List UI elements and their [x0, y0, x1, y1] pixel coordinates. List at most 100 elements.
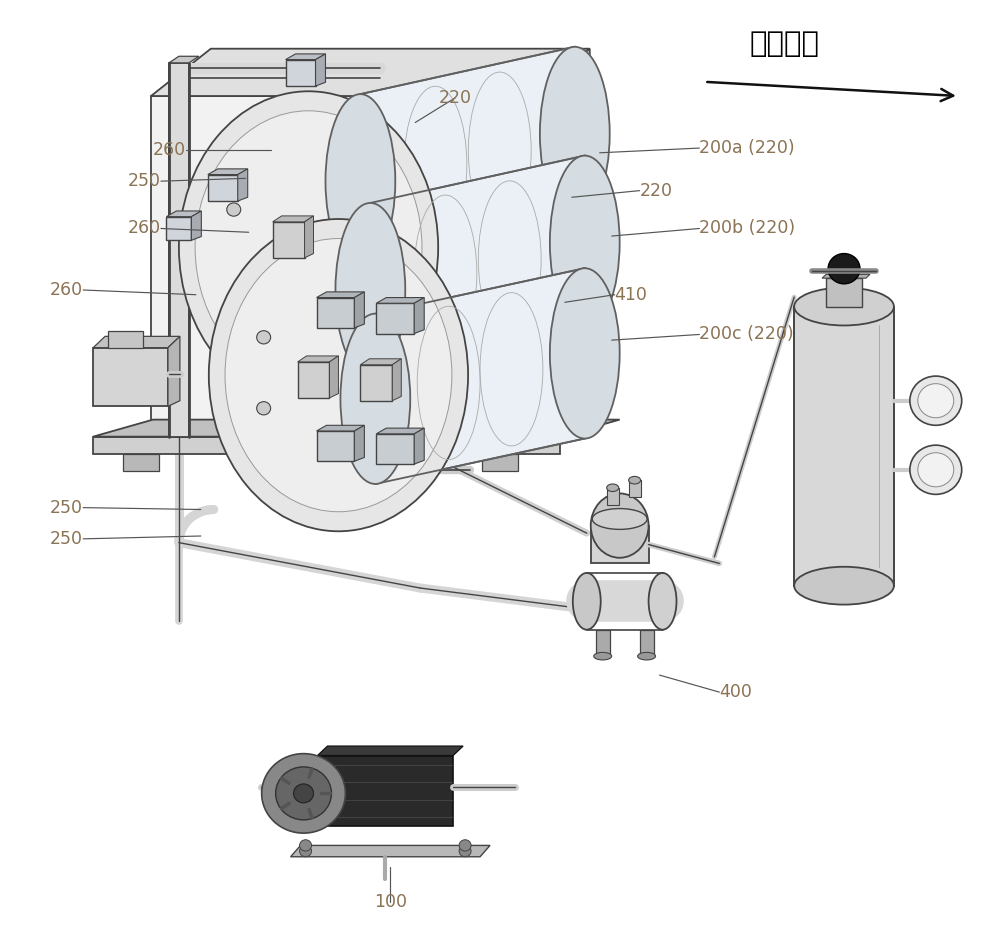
Polygon shape	[208, 175, 238, 201]
Ellipse shape	[794, 288, 894, 326]
Polygon shape	[108, 330, 143, 347]
Polygon shape	[238, 169, 248, 201]
Polygon shape	[530, 48, 590, 437]
Polygon shape	[318, 746, 463, 755]
Polygon shape	[168, 336, 180, 406]
Text: 250: 250	[128, 172, 161, 190]
Ellipse shape	[179, 91, 438, 403]
Polygon shape	[166, 211, 201, 216]
Ellipse shape	[325, 94, 395, 269]
Text: 400: 400	[719, 683, 752, 701]
Polygon shape	[93, 419, 620, 437]
Polygon shape	[208, 169, 248, 175]
Polygon shape	[93, 336, 180, 347]
Polygon shape	[298, 356, 338, 362]
Text: 250: 250	[50, 530, 83, 548]
Polygon shape	[169, 56, 199, 63]
Polygon shape	[317, 425, 364, 431]
Polygon shape	[151, 96, 530, 437]
Polygon shape	[360, 364, 392, 400]
Ellipse shape	[594, 652, 612, 660]
Text: 260: 260	[153, 141, 186, 158]
Polygon shape	[273, 222, 305, 258]
Polygon shape	[317, 298, 354, 327]
Polygon shape	[93, 347, 168, 406]
Circle shape	[459, 846, 471, 857]
Polygon shape	[414, 298, 424, 333]
Circle shape	[910, 376, 962, 425]
Polygon shape	[376, 298, 424, 304]
Text: 260: 260	[128, 219, 161, 237]
Polygon shape	[392, 359, 401, 400]
Polygon shape	[375, 269, 585, 484]
Circle shape	[828, 253, 860, 284]
Polygon shape	[317, 292, 364, 298]
Polygon shape	[317, 431, 354, 461]
Ellipse shape	[209, 219, 468, 531]
Bar	[607, 488, 619, 505]
Polygon shape	[826, 278, 862, 307]
Polygon shape	[482, 454, 518, 471]
Polygon shape	[376, 304, 414, 333]
Polygon shape	[360, 359, 401, 364]
Circle shape	[459, 840, 471, 851]
Circle shape	[227, 203, 241, 216]
Text: 220: 220	[640, 181, 673, 199]
Polygon shape	[151, 48, 590, 96]
Ellipse shape	[592, 509, 647, 530]
Text: 220: 220	[439, 89, 472, 107]
Circle shape	[262, 754, 345, 833]
Polygon shape	[286, 60, 316, 86]
Ellipse shape	[629, 476, 641, 484]
Ellipse shape	[550, 269, 620, 438]
Polygon shape	[822, 274, 870, 278]
Ellipse shape	[638, 652, 656, 660]
Polygon shape	[414, 428, 424, 464]
Circle shape	[294, 784, 314, 803]
Polygon shape	[318, 755, 453, 827]
Text: 200a (220): 200a (220)	[699, 140, 795, 157]
Polygon shape	[360, 47, 575, 269]
Polygon shape	[376, 428, 424, 434]
Ellipse shape	[225, 238, 452, 512]
Polygon shape	[640, 630, 654, 656]
Polygon shape	[123, 454, 159, 471]
Circle shape	[300, 846, 312, 857]
Polygon shape	[273, 215, 314, 222]
Ellipse shape	[591, 493, 649, 558]
Circle shape	[918, 453, 954, 487]
Polygon shape	[166, 216, 191, 240]
Polygon shape	[370, 156, 585, 377]
Polygon shape	[794, 307, 894, 586]
Circle shape	[257, 401, 271, 415]
Circle shape	[257, 330, 271, 344]
Text: 410: 410	[615, 286, 648, 304]
Ellipse shape	[540, 47, 610, 221]
Polygon shape	[376, 434, 414, 464]
Circle shape	[276, 767, 331, 820]
Polygon shape	[316, 54, 325, 86]
Polygon shape	[291, 846, 490, 857]
Ellipse shape	[340, 313, 410, 484]
Polygon shape	[169, 63, 189, 437]
Polygon shape	[354, 425, 364, 461]
Text: 200c (220): 200c (220)	[699, 326, 794, 344]
Ellipse shape	[649, 573, 677, 630]
Ellipse shape	[573, 573, 601, 630]
Text: 200b (220): 200b (220)	[699, 219, 796, 237]
Text: 100: 100	[374, 893, 407, 911]
Circle shape	[910, 445, 962, 494]
Polygon shape	[591, 526, 649, 564]
Text: 250: 250	[50, 498, 83, 516]
Polygon shape	[332, 454, 368, 471]
Ellipse shape	[550, 156, 620, 329]
Polygon shape	[191, 211, 201, 240]
Ellipse shape	[607, 484, 619, 492]
Polygon shape	[329, 356, 338, 398]
Ellipse shape	[335, 203, 405, 377]
Ellipse shape	[195, 111, 422, 384]
Polygon shape	[305, 215, 314, 258]
Circle shape	[300, 840, 312, 851]
Polygon shape	[286, 54, 325, 60]
Polygon shape	[596, 630, 610, 656]
